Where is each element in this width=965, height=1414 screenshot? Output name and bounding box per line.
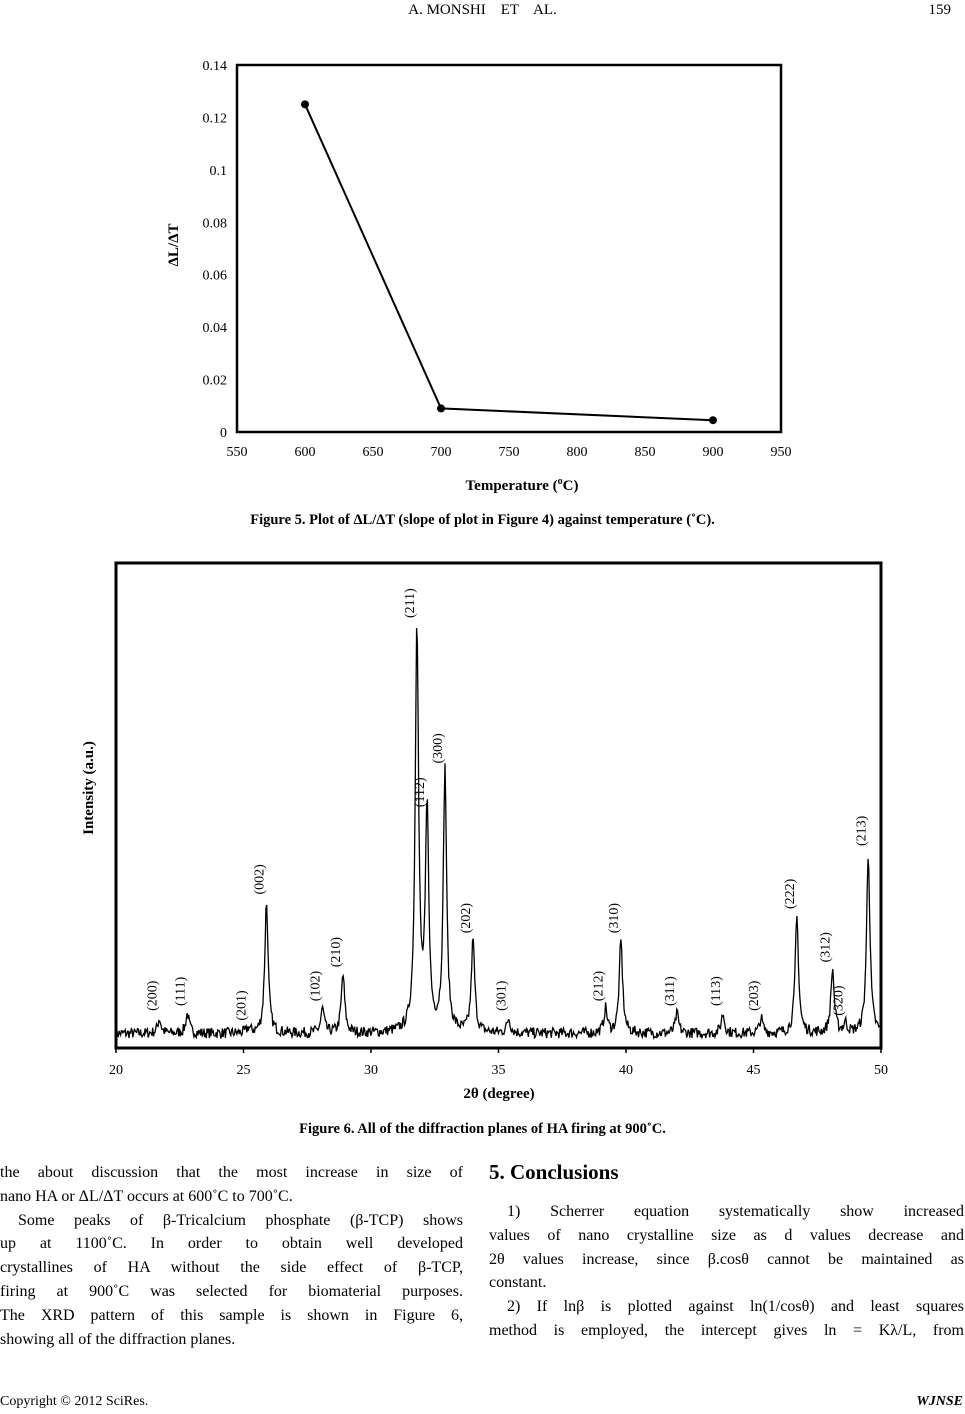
data-line	[304, 103, 714, 422]
text-line: 1) Scherrer equation systematically show…	[507, 1203, 964, 1220]
peak-label: (112)	[413, 777, 428, 807]
x-tick-label: 30	[364, 1063, 378, 1078]
y-tick-label: 0.08	[203, 216, 228, 231]
figure-6-chart: Intensity (a.u.) 2θ (degree) 20 25 30 35 40 4…	[81, 561, 888, 1102]
y-tick-label: 0.14	[203, 59, 228, 74]
peak-label: (111)	[173, 976, 188, 1006]
page-number: 159	[928, 2, 952, 18]
text-line: 2) If lnβ is plotted against ln(1/cosθ) …	[507, 1298, 964, 1316]
y-tick-label: 0.12	[203, 111, 228, 126]
x-tick-label: 50	[874, 1063, 888, 1078]
x-tick-label: 35	[492, 1063, 506, 1078]
x-tick-label: 700	[431, 445, 452, 460]
text-line: nano HA or ΔL/ΔT occurs at 600˚C to 700˚…	[0, 1187, 293, 1205]
peak-label: (320)	[831, 985, 846, 1016]
peak-label: (210)	[329, 937, 344, 968]
x-tick-label: 800	[567, 445, 588, 460]
peak-label: (201)	[235, 990, 250, 1021]
peak-label: (212)	[592, 971, 607, 1002]
data-point	[301, 100, 309, 109]
text-line: The XRD pattern of this sample is shown …	[0, 1306, 463, 1324]
diffraction-curve	[115, 627, 881, 1040]
x-axis-label: Temperature (oC)	[466, 476, 579, 494]
y-tick-label: 0.02	[203, 374, 228, 389]
data-point	[709, 416, 717, 425]
x-tick-label: 900	[703, 445, 724, 460]
x-tick-label: 550	[227, 445, 248, 460]
x-tick-label: 600	[295, 445, 316, 460]
data-point	[437, 404, 445, 413]
text-line: constant.	[489, 1274, 547, 1292]
figure-6-caption: Figure 6. All of the diffraction planes …	[299, 1121, 666, 1137]
x-tick-label: 45	[747, 1063, 761, 1078]
text-line: up at 1100˚C. In order to obtain well de…	[0, 1235, 463, 1253]
peak-label: (222)	[783, 878, 798, 909]
text-line: showing all of the diffraction planes.	[0, 1330, 236, 1348]
section-heading: 5. Conclusions	[489, 1160, 619, 1184]
plot-frame	[235, 63, 783, 434]
y-tick-label: 0.04	[203, 321, 228, 336]
text-line: method is employed, the intercept gives …	[489, 1321, 964, 1339]
running-title: A. MONSHI ET AL.	[408, 2, 557, 18]
x-tick-label: 650	[363, 445, 384, 460]
peak-label: (102)	[309, 971, 324, 1002]
x-axis-label: 2θ (degree)	[463, 1086, 534, 1102]
peak-label: (312)	[819, 932, 834, 963]
right-column-text: 5. Conclusions 1) Scherrer equation syst…	[489, 1158, 964, 1343]
plot-frame	[114, 561, 883, 1050]
journal-name: WJNSE	[916, 1394, 963, 1409]
peak-label: (002)	[252, 864, 267, 895]
peak-label: (211)	[403, 588, 418, 618]
text-line: values of nano crystalline size as d val…	[489, 1226, 964, 1244]
peak-label: (202)	[459, 903, 474, 934]
x-tick-label: 40	[619, 1063, 633, 1078]
figure-5-caption: Figure 5. Plot of ΔL/ΔT (slope of plot i…	[250, 512, 715, 528]
y-tick-label: 0.1	[210, 164, 228, 179]
x-tick-label: 950	[771, 445, 792, 460]
text-line: Some peaks of β-Tricalcium phosphate (β-…	[18, 1211, 463, 1229]
text-line: firing at 900˚C was selected for biomate…	[0, 1282, 463, 1300]
text-line: the about discussion that the most incre…	[0, 1164, 463, 1181]
peak-label: (300)	[431, 733, 446, 764]
left-column-text: the about discussion that the most incre…	[0, 1161, 463, 1351]
y-tick-label: 0.06	[203, 269, 228, 284]
peak-label: (301)	[495, 980, 510, 1011]
peak-label: (310)	[607, 903, 622, 934]
peak-label: (113)	[709, 976, 724, 1006]
y-axis-label: ΔL/ΔT	[166, 224, 182, 267]
text-line: 2θ values increase, since β.cosθ cannot …	[489, 1250, 964, 1268]
figure-5-chart: ΔL/ΔT Temperature (oC) 0 0.02 0.04 0.06 0.08…	[166, 59, 792, 494]
peak-label: (213)	[854, 815, 869, 846]
x-tick-label: 25	[237, 1063, 251, 1078]
x-tick-label: 20	[109, 1063, 123, 1078]
peak-label: (311)	[663, 976, 678, 1006]
text-line: crystallines of HA without the side effe…	[0, 1259, 463, 1277]
copyright: Copyright © 2012 SciRes.	[0, 1394, 149, 1409]
peak-label: (200)	[145, 980, 160, 1011]
x-tick-label: 850	[635, 445, 656, 460]
peak-label: (203)	[747, 980, 762, 1011]
y-tick-label: 0	[220, 426, 227, 441]
x-tick-label: 750	[499, 445, 520, 460]
y-axis-label: Intensity (a.u.)	[81, 741, 97, 835]
